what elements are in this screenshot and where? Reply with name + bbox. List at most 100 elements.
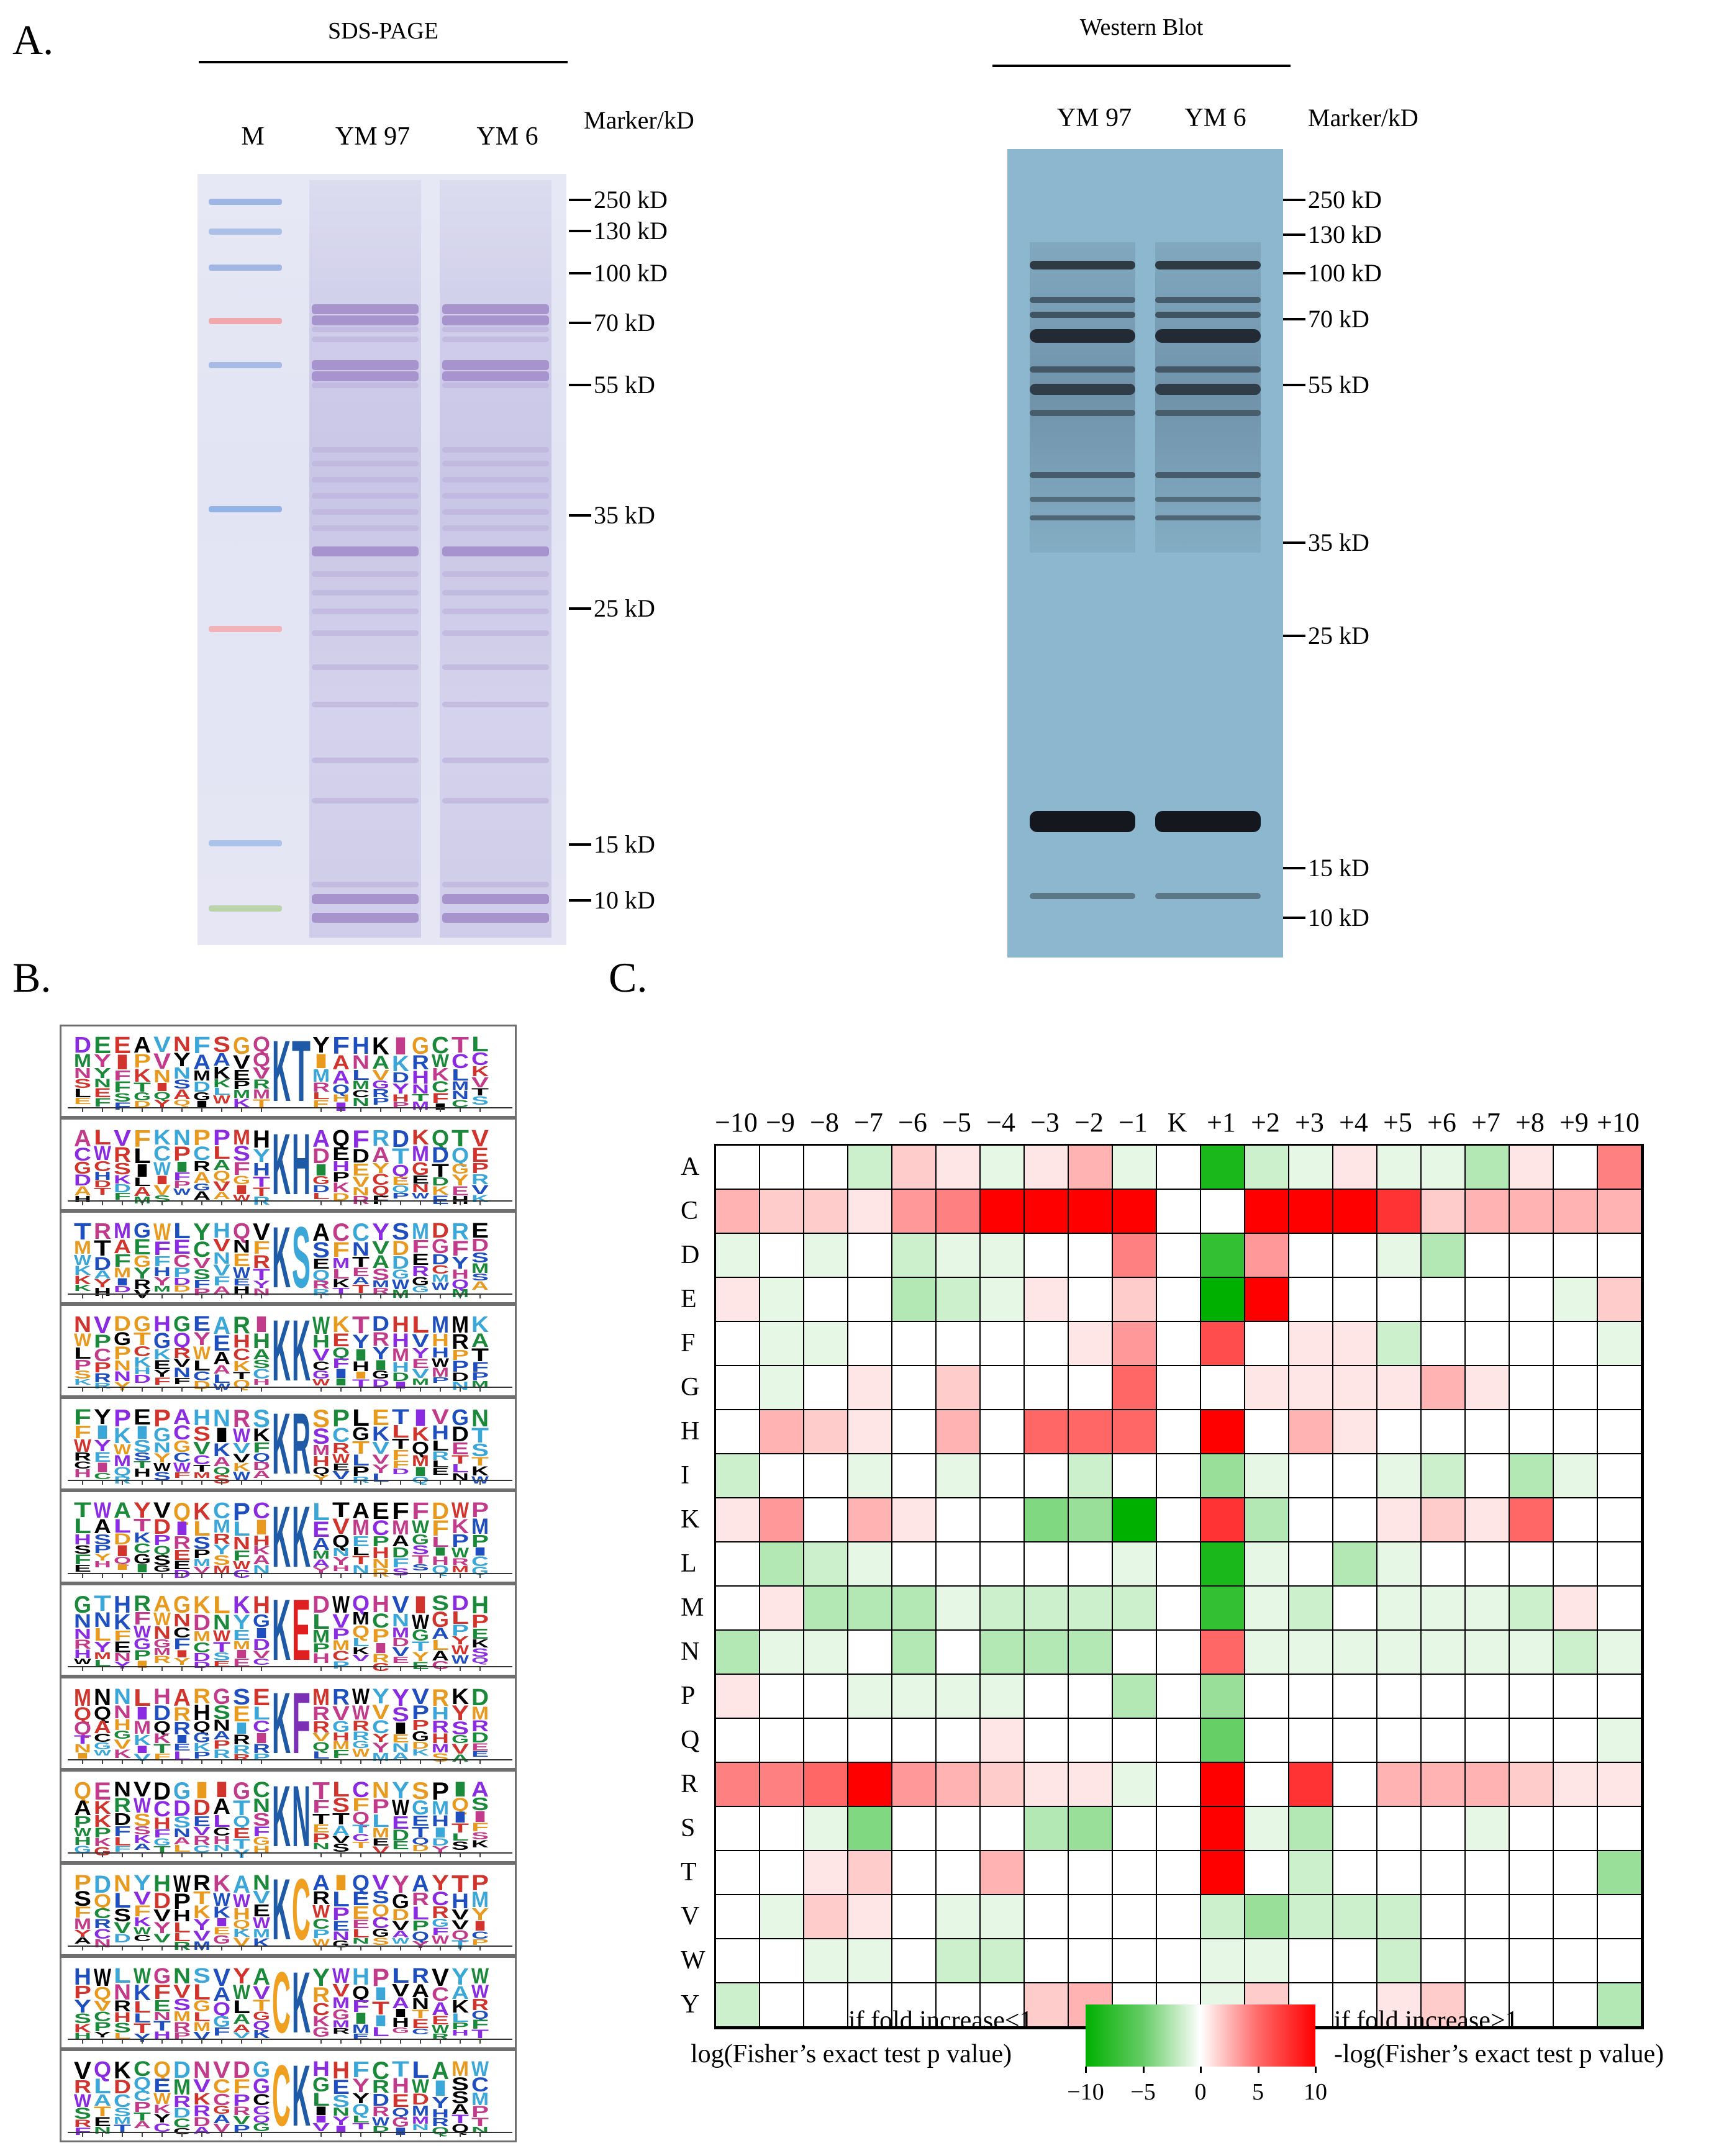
svg-text:A: A bbox=[213, 2113, 230, 2126]
svg-text:I: I bbox=[392, 1032, 409, 1060]
heatmap-cell bbox=[1422, 1895, 1466, 1939]
heatmap-cell bbox=[716, 1675, 760, 1719]
svg-text:L: L bbox=[432, 1459, 450, 1470]
marker-label: 130 kD bbox=[594, 217, 668, 245]
svg-text:Q: Q bbox=[74, 1704, 91, 1724]
western-blot-title: Western Blot bbox=[1079, 14, 1204, 40]
svg-text:N: N bbox=[253, 1795, 270, 1816]
sample-band bbox=[312, 609, 419, 614]
svg-text:I: I bbox=[233, 1183, 250, 1197]
svg-text:G: G bbox=[193, 1182, 211, 1193]
logo-central-letter: K bbox=[272, 1585, 291, 1677]
svg-text:Q: Q bbox=[253, 2019, 270, 2032]
svg-text:P: P bbox=[412, 1701, 429, 1723]
svg-text:Y: Y bbox=[352, 2075, 370, 2096]
heatmap-cell bbox=[1333, 1146, 1377, 1190]
heatmap-cell bbox=[1201, 1278, 1245, 1322]
svg-text:P: P bbox=[193, 1287, 211, 1298]
svg-text:K: K bbox=[471, 1637, 489, 1650]
heatmap-cell bbox=[1157, 1675, 1201, 1719]
heatmap-row-label: V bbox=[681, 1902, 700, 1931]
heatmap-cell bbox=[1466, 1366, 1510, 1410]
svg-text:H: H bbox=[153, 1312, 171, 1336]
heatmap-cell bbox=[760, 1719, 804, 1763]
svg-text:D: D bbox=[233, 2057, 250, 2083]
svg-text:D: D bbox=[193, 2115, 211, 2129]
heatmap-cell bbox=[1113, 1895, 1157, 1939]
svg-text:M: M bbox=[153, 1284, 171, 1293]
svg-text:M: M bbox=[372, 1825, 389, 1841]
svg-text:A: A bbox=[193, 1189, 211, 1203]
svg-text:W: W bbox=[452, 1498, 470, 1523]
heatmap-cell bbox=[1201, 1366, 1245, 1410]
svg-text:P: P bbox=[94, 1543, 111, 1556]
svg-text:A: A bbox=[213, 1363, 230, 1377]
svg-text:D: D bbox=[153, 1777, 171, 1805]
svg-text:G: G bbox=[233, 1174, 250, 1187]
svg-text:G: G bbox=[253, 2009, 270, 2023]
heatmap-cell bbox=[1157, 1939, 1201, 1983]
svg-text:Y: Y bbox=[253, 1146, 270, 1166]
heatmap-cell bbox=[1113, 1278, 1157, 1322]
svg-text:E: E bbox=[233, 1825, 250, 1841]
svg-text:E: E bbox=[372, 1405, 389, 1430]
svg-text:I: I bbox=[213, 1778, 230, 1802]
svg-text:Q: Q bbox=[471, 1656, 489, 1665]
svg-text:W: W bbox=[392, 1796, 410, 1820]
heatmap-cell bbox=[1289, 1498, 1333, 1542]
heatmap-cell bbox=[1377, 1234, 1422, 1278]
svg-text:T: T bbox=[452, 1032, 469, 1058]
svg-text:P: P bbox=[412, 1717, 429, 1733]
svg-text:D: D bbox=[153, 1889, 171, 1913]
svg-text:L: L bbox=[412, 2057, 429, 2083]
heatmap-cell bbox=[1245, 1322, 1289, 1366]
heatmap-cell bbox=[1025, 1410, 1069, 1454]
svg-text:G: G bbox=[153, 1564, 171, 1574]
svg-text:K: K bbox=[312, 2013, 330, 2029]
heatmap-cell bbox=[1113, 1719, 1157, 1763]
svg-text:H: H bbox=[332, 2057, 350, 2084]
svg-text:H: H bbox=[94, 1560, 111, 1570]
heatmap-cell bbox=[1113, 1190, 1157, 1234]
svg-text:E: E bbox=[412, 2017, 429, 2031]
svg-text:R: R bbox=[193, 1834, 211, 1848]
svg-text:M: M bbox=[432, 1272, 449, 1284]
svg-text:R: R bbox=[153, 1654, 171, 1665]
svg-text:D: D bbox=[432, 1498, 449, 1524]
heatmap-cell bbox=[848, 1631, 892, 1675]
heatmap-cell bbox=[848, 1895, 892, 1939]
heatmap-cell bbox=[1466, 1587, 1510, 1631]
heatmap-cell bbox=[1510, 1675, 1554, 1719]
svg-text:T: T bbox=[471, 1424, 489, 1447]
heatmap-cell bbox=[1157, 1719, 1201, 1763]
svg-text:P: P bbox=[74, 1357, 91, 1373]
heatmap-cell bbox=[1289, 1542, 1333, 1587]
svg-text:T: T bbox=[253, 1185, 270, 1199]
svg-text:K: K bbox=[452, 1997, 469, 2017]
svg-text:Q: Q bbox=[153, 1718, 171, 1736]
svg-text:G: G bbox=[134, 1090, 151, 1103]
svg-text:E: E bbox=[173, 1742, 191, 1753]
svg-text:S: S bbox=[74, 1369, 91, 1381]
svg-text:R: R bbox=[312, 1703, 330, 1724]
wb-band bbox=[1155, 811, 1261, 832]
svg-text:P: P bbox=[94, 1359, 111, 1375]
svg-text:T: T bbox=[412, 1639, 430, 1654]
svg-text:I: I bbox=[471, 1918, 489, 1934]
svg-text:R: R bbox=[94, 1218, 111, 1244]
svg-text:N: N bbox=[392, 1741, 409, 1755]
heatmap-cell bbox=[1466, 1763, 1510, 1807]
heatmap-cell bbox=[1157, 1587, 1201, 1631]
colorbar-tick-label: −5 bbox=[1130, 2079, 1156, 2105]
svg-text:M: M bbox=[153, 1647, 171, 1657]
heatmap-cell bbox=[1333, 1983, 1377, 2027]
svg-text:N: N bbox=[352, 1051, 370, 1073]
svg-text:H: H bbox=[332, 1731, 350, 1743]
western-title-rule bbox=[992, 65, 1291, 67]
heatmap-cell bbox=[804, 1763, 848, 1807]
svg-text:E: E bbox=[392, 1732, 409, 1745]
svg-text:R: R bbox=[312, 1888, 330, 1908]
svg-text:T: T bbox=[134, 1329, 152, 1349]
heatmap-cell bbox=[1201, 1763, 1245, 1807]
heatmap-cell bbox=[1422, 1322, 1466, 1366]
